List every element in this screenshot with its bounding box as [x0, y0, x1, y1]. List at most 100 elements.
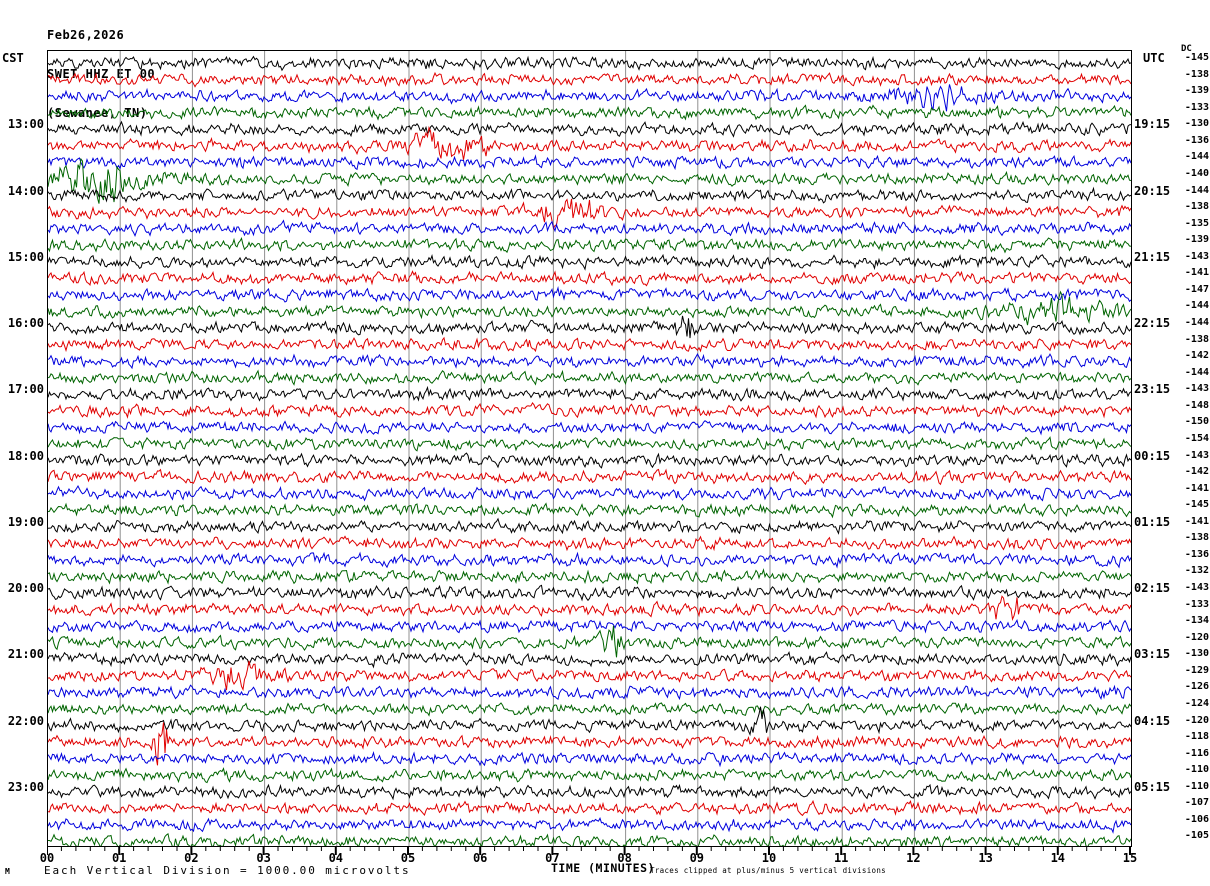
cst-hour-label: 23:00 [7, 779, 44, 794]
dc-value: -138 [1184, 201, 1209, 213]
dc-value: -116 [1184, 747, 1209, 759]
dc-value: -134 [1184, 615, 1209, 627]
seismogram-traces [48, 51, 1131, 846]
cst-hour-label: 19:00 [7, 514, 44, 529]
x-tick-label: 05 [400, 851, 416, 865]
cst-hour-label: 13:00 [7, 117, 44, 132]
utc-hour-label: 00:15 [1134, 448, 1171, 463]
dc-value: -144 [1184, 317, 1209, 328]
trace-row [48, 832, 1131, 846]
trace-row [48, 706, 1131, 737]
utc-hour-label: 05:15 [1134, 779, 1171, 794]
dc-value: -139 [1184, 234, 1209, 246]
cst-hour-label: 22:00 [7, 713, 44, 728]
x-tick-label: 07 [545, 851, 560, 865]
x-tick-label: 02 [184, 851, 199, 865]
utc-hour-label: 01:15 [1134, 514, 1171, 529]
trace-row [48, 253, 1131, 271]
dc-value: -143 [1184, 449, 1209, 461]
clip-note: Traces clipped at plus/minus 5 vertical … [650, 866, 886, 875]
dc-value: -135 [1184, 217, 1209, 229]
dc-value: -148 [1184, 399, 1209, 411]
dc-value: -147 [1184, 283, 1209, 295]
x-axis-ticks [47, 846, 1131, 855]
dc-value: -154 [1184, 432, 1209, 444]
utc-hour-label: 23:15 [1134, 382, 1171, 397]
header-date: Feb26,2026 [47, 28, 125, 42]
trace-row [48, 436, 1131, 452]
trace-row [48, 484, 1131, 502]
trace-row [48, 237, 1131, 254]
dc-value: -120 [1184, 714, 1209, 726]
trace-row [48, 783, 1131, 801]
dc-value: -142 [1184, 466, 1209, 478]
x-tick-label: 04 [328, 851, 344, 865]
x-tick-label: 12 [906, 851, 921, 865]
scale-note: Each Vertical Division = 1000.00 microvo… [44, 864, 411, 877]
dc-value: -110 [1184, 764, 1209, 776]
cst-hour-label: 14:00 [7, 183, 44, 198]
trace-row [48, 468, 1131, 486]
trace-row [48, 336, 1131, 353]
trace-row [48, 595, 1131, 622]
trace-row [48, 290, 1131, 326]
trace-row [48, 154, 1131, 171]
dc-value: -138 [1184, 333, 1209, 345]
dc-value: -138 [1184, 532, 1209, 544]
trace-row [48, 315, 1131, 339]
utc-hour-label: 19:15 [1134, 117, 1171, 132]
x-axis-title: TIME (MINUTES) [551, 861, 655, 875]
x-tick-label: 13 [978, 851, 993, 865]
dc-value: -136 [1184, 134, 1209, 146]
cst-hour-label: 21:00 [7, 647, 44, 662]
trace-row [48, 750, 1131, 768]
trace-row [48, 684, 1131, 701]
trace-row [48, 618, 1131, 634]
watermark-glyph: M [5, 867, 10, 876]
dc-value: -142 [1184, 350, 1209, 362]
dc-value: -145 [1184, 499, 1209, 511]
dc-value: -118 [1184, 731, 1209, 743]
trace-row [48, 55, 1131, 72]
dc-value: -133 [1184, 598, 1209, 610]
trace-row [48, 650, 1131, 669]
x-tick-label: 14 [1050, 851, 1066, 865]
x-tick-label: 03 [256, 851, 271, 865]
dc-value: -141 [1184, 515, 1209, 527]
trace-row [48, 104, 1131, 121]
trace-row [48, 186, 1131, 204]
dc-value: -139 [1184, 85, 1209, 97]
plot-header: Feb26,2026 SWET HHZ ET 00 (Sewanee, TN) [47, 3, 155, 146]
dc-value: -129 [1184, 664, 1209, 676]
cst-axis-label: CST [2, 51, 24, 65]
dc-value: -144 [1184, 151, 1209, 163]
trace-row [48, 71, 1131, 88]
trace-row [48, 385, 1131, 403]
dc-value: -138 [1184, 68, 1209, 80]
trace-row [48, 722, 1131, 766]
trace-row [48, 120, 1131, 138]
x-tick-label: 10 [761, 851, 777, 865]
trace-row [48, 551, 1131, 569]
dc-value: -124 [1184, 697, 1209, 709]
trace-row [48, 817, 1131, 834]
cst-hour-label: 17:00 [7, 382, 44, 397]
cst-hour-label: 18:00 [7, 448, 44, 463]
utc-hour-label: 02:15 [1134, 581, 1171, 595]
cst-hour-label: 20:00 [7, 581, 44, 595]
dc-value: -110 [1184, 780, 1209, 792]
cst-hour-label: 16:00 [7, 316, 44, 330]
x-tick-label: 00 [39, 851, 55, 865]
utc-axis-label: UTC [1143, 51, 1165, 65]
dc-value: -141 [1184, 482, 1209, 494]
dc-value: -144 [1184, 184, 1209, 196]
dc-value: -141 [1184, 267, 1209, 279]
dc-value: -144 [1184, 300, 1209, 312]
dc-value: -136 [1184, 548, 1209, 560]
dc-value: -130 [1184, 648, 1209, 660]
dc-value: -132 [1184, 565, 1209, 577]
trace-row [48, 157, 1131, 204]
x-tick-label: 09 [689, 851, 705, 865]
dc-value: -105 [1184, 830, 1209, 842]
